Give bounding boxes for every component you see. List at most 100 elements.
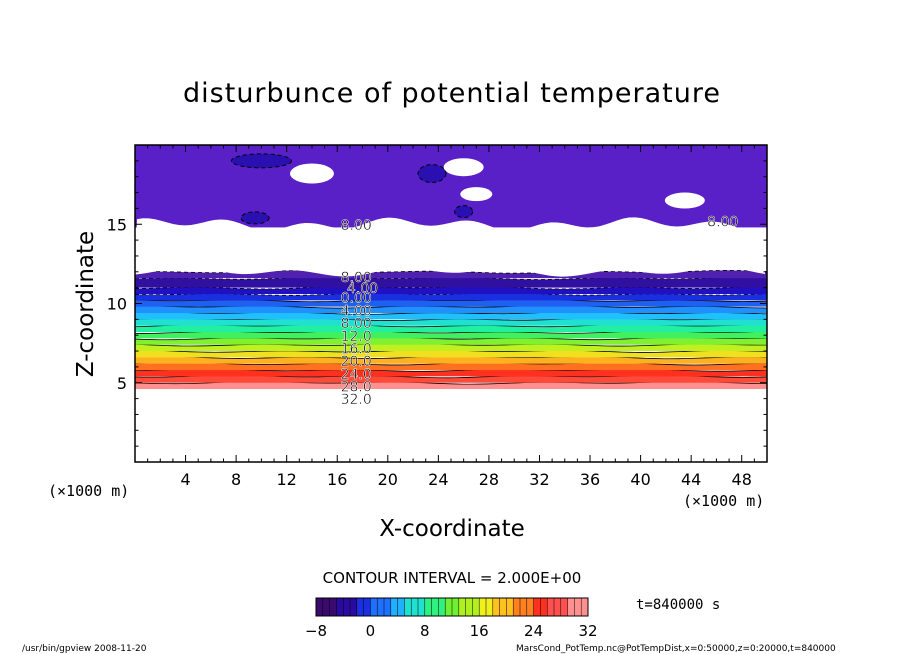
plot-area xyxy=(134,145,768,462)
colorbar-frame xyxy=(315,597,589,617)
colorbar-swatch xyxy=(547,598,555,616)
colorbar-swatch xyxy=(554,598,562,616)
colorbar-tick-label: −8 xyxy=(305,622,327,640)
contour-band xyxy=(135,286,767,294)
colorbar-swatch xyxy=(431,598,439,616)
colorbar-swatch xyxy=(343,598,351,616)
contour-label: 4.00 xyxy=(347,281,378,297)
x-tick-label: 44 xyxy=(681,470,701,489)
colorbar-swatch xyxy=(581,598,589,616)
footer-right: MarsCond_PotTemp.nc@PotTempDist,x=0:5000… xyxy=(516,644,836,654)
colorbar-swatch xyxy=(499,598,507,616)
negative-contour xyxy=(230,153,292,169)
footer-left: /usr/bin/gpview 2008-11-20 xyxy=(22,644,147,654)
contour-band xyxy=(135,368,767,377)
negative-contour xyxy=(240,211,270,225)
colorbar-swatch xyxy=(574,598,582,616)
y-unit-label: (×1000 m) xyxy=(683,492,764,510)
colorbar-swatch xyxy=(479,598,487,616)
blank-patch xyxy=(460,187,493,202)
colorbar-swatch xyxy=(363,598,371,616)
colorbar-swatch xyxy=(336,598,344,616)
contour-band xyxy=(135,299,767,307)
colorbar-swatch xyxy=(533,598,541,616)
contour-label: 32.0 xyxy=(341,392,372,408)
blank-patch xyxy=(443,158,484,177)
colorbar-tick-label: 24 xyxy=(524,622,543,640)
colorbar-swatch xyxy=(390,598,399,616)
x-tick-label: 8 xyxy=(231,470,241,489)
colorbar-swatch xyxy=(560,598,569,616)
colorbar-swatch xyxy=(520,598,528,616)
colorbar-swatch xyxy=(540,598,548,616)
contour-label: 8.00 xyxy=(341,218,372,234)
colorbar-swatch xyxy=(506,598,514,616)
x-tick-label: 40 xyxy=(630,470,650,489)
contour-label: 24.0 xyxy=(341,367,372,383)
x-unit-label: (×1000 m) xyxy=(48,482,129,500)
colorbar-swatch xyxy=(465,598,473,616)
negative-contour xyxy=(454,205,474,219)
upper-field xyxy=(135,145,767,228)
contour-label: 8.00 xyxy=(341,270,372,286)
colorbar-swatch xyxy=(350,598,358,616)
y-axis: 5 10 15 xyxy=(107,144,767,463)
colorbar-swatch xyxy=(329,598,337,616)
contour-label: 8.00 xyxy=(341,316,372,332)
colorbar-swatch xyxy=(486,598,494,616)
colorbar-swatch xyxy=(513,598,521,616)
colorbar-swatch xyxy=(316,598,324,616)
x-tick-label: 20 xyxy=(378,470,398,489)
x-tick-label: 16 xyxy=(327,470,347,489)
y-axis-label: Z-coordinate xyxy=(73,231,99,377)
contour-label: 0.00 xyxy=(341,291,372,307)
colorbar-tick-label: 8 xyxy=(420,622,430,640)
colorbar-tick-label: 0 xyxy=(366,622,376,640)
colorbar-swatch xyxy=(452,598,460,616)
time-label: t=840000 s xyxy=(636,597,720,613)
colorbar-swatch xyxy=(418,598,426,616)
x-tick-label: 36 xyxy=(580,470,600,489)
contour-labels: 8.00 8.008.004.000.004.008.0012.016.020.0… xyxy=(340,214,738,408)
blank-patch xyxy=(664,192,705,209)
colorbar-swatch xyxy=(526,598,535,616)
contour-band xyxy=(135,276,767,288)
contour-label: 8.00 xyxy=(707,215,738,231)
contour-band xyxy=(135,311,767,320)
x-tick-label: 32 xyxy=(529,470,549,489)
colorbar-swatch xyxy=(411,598,419,616)
contour-band xyxy=(135,356,767,364)
colorbar-swatch xyxy=(472,598,480,616)
x-tick-label: 4 xyxy=(180,470,190,489)
x-tick-label: 48 xyxy=(732,470,752,489)
colorbar-swatch xyxy=(356,598,365,616)
contour-label: 20.0 xyxy=(341,354,372,370)
chart-title: disturbunce of potential temperature xyxy=(183,78,721,109)
colorbar-tick-label: 32 xyxy=(578,622,597,640)
colorbar-swatch xyxy=(384,598,392,616)
x-axis-label: X-coordinate xyxy=(379,516,525,542)
contour-band xyxy=(135,292,767,301)
colorbar-swatch xyxy=(370,598,378,616)
x-tick-label: 24 xyxy=(428,470,448,489)
bottom-blank xyxy=(135,389,767,462)
x-axis: 4 8 12 16 20 24 28 32 36 40 44 48 xyxy=(134,145,768,489)
colorbar-swatch xyxy=(445,598,453,616)
colorbar-swatch xyxy=(424,598,433,616)
y-tick-label: 10 xyxy=(107,295,127,314)
contour-label: 28.0 xyxy=(341,380,372,396)
colorbar-swatch xyxy=(377,598,385,616)
contour-label: 16.0 xyxy=(341,341,372,357)
y-tick-label: 5 xyxy=(117,374,127,393)
contour-label: 4.00 xyxy=(341,303,372,319)
colorbar-swatch xyxy=(397,598,405,616)
colorbar-swatch xyxy=(567,598,575,616)
blank-patch xyxy=(289,163,334,184)
colorbar-swatch xyxy=(438,598,446,616)
contour-label: 12.0 xyxy=(341,329,372,345)
contour-interval-text: CONTOUR INTERVAL = 2.000E+00 xyxy=(323,569,582,587)
contour-band xyxy=(135,318,767,326)
contour-band xyxy=(135,324,767,333)
colorbar-swatch xyxy=(492,598,501,616)
